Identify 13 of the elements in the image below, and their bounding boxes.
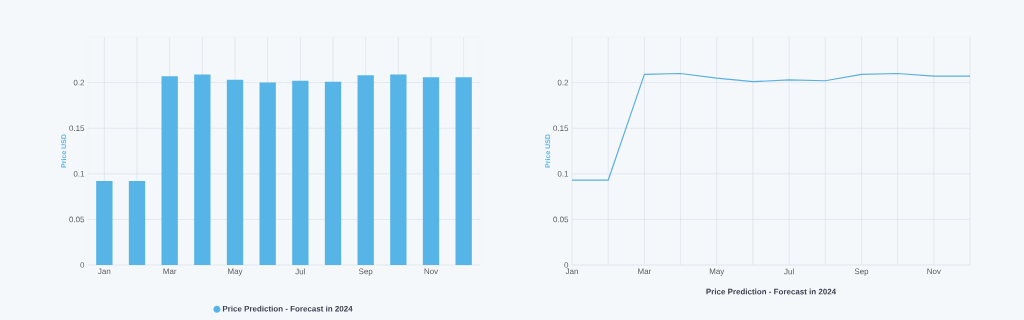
bar bbox=[96, 181, 113, 265]
bar bbox=[422, 77, 440, 265]
bar bbox=[161, 76, 178, 265]
bar bbox=[292, 80, 309, 265]
bar bbox=[259, 82, 276, 265]
bar bbox=[357, 75, 374, 265]
bar bbox=[390, 74, 407, 265]
bar bbox=[226, 79, 244, 265]
line-series bbox=[572, 72, 971, 181]
bar bbox=[128, 181, 146, 265]
bar bbox=[455, 77, 472, 265]
bar bbox=[194, 74, 211, 265]
bar bbox=[324, 81, 342, 265]
